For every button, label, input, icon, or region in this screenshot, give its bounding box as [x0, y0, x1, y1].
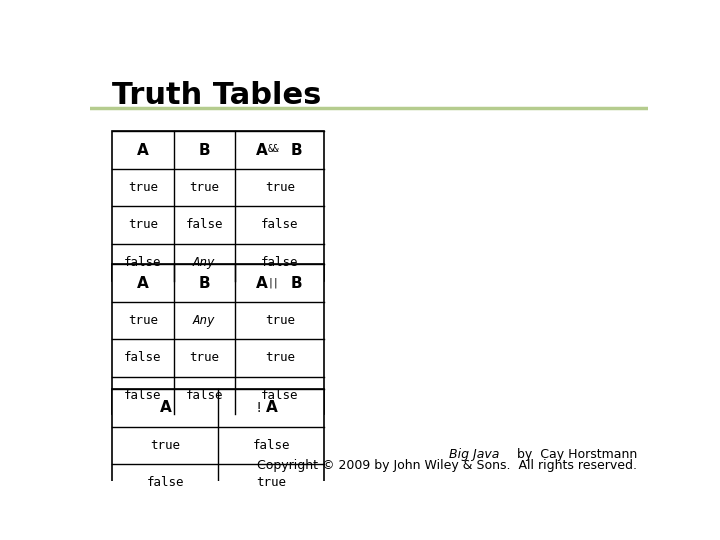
Text: A: A — [137, 275, 149, 291]
Text: B: B — [199, 143, 210, 158]
Text: true: true — [256, 476, 287, 489]
Text: false: false — [125, 352, 162, 365]
Text: A: A — [159, 400, 171, 415]
Text: true: true — [189, 352, 220, 365]
Text: true: true — [265, 181, 294, 194]
Bar — [112, 389, 324, 501]
Text: true: true — [189, 181, 220, 194]
Text: false: false — [261, 389, 299, 402]
Text: A: A — [266, 400, 277, 415]
Text: ||: || — [267, 277, 279, 287]
Text: false: false — [261, 218, 299, 231]
Text: true: true — [150, 439, 180, 452]
Text: true: true — [265, 314, 294, 327]
Text: Copyright © 2009 by John Wiley & Sons.  All rights reserved.: Copyright © 2009 by John Wiley & Sons. A… — [257, 460, 637, 472]
Text: false: false — [261, 256, 299, 269]
Text: true: true — [128, 218, 158, 231]
Bar — [112, 131, 324, 281]
Text: !: ! — [255, 401, 263, 415]
Text: &&: && — [267, 144, 279, 154]
Bar — [112, 265, 324, 414]
Text: true: true — [265, 352, 294, 365]
Text: false: false — [125, 389, 162, 402]
Text: A: A — [256, 275, 268, 291]
Text: A: A — [137, 143, 149, 158]
Text: true: true — [128, 314, 158, 327]
Text: true: true — [128, 181, 158, 194]
Text: Any: Any — [193, 256, 216, 269]
Text: B: B — [291, 275, 302, 291]
Text: false: false — [147, 476, 184, 489]
Text: false: false — [186, 218, 223, 231]
Text: Any: Any — [193, 314, 216, 327]
Text: false: false — [186, 389, 223, 402]
Text: false: false — [253, 439, 290, 452]
Text: A: A — [256, 143, 268, 158]
Text: B: B — [199, 275, 210, 291]
Text: B: B — [291, 143, 302, 158]
Text: by  Cay Horstmann: by Cay Horstmann — [513, 448, 637, 461]
Text: false: false — [125, 256, 162, 269]
Text: Big Java: Big Java — [449, 448, 500, 461]
Text: Truth Tables: Truth Tables — [112, 82, 322, 111]
